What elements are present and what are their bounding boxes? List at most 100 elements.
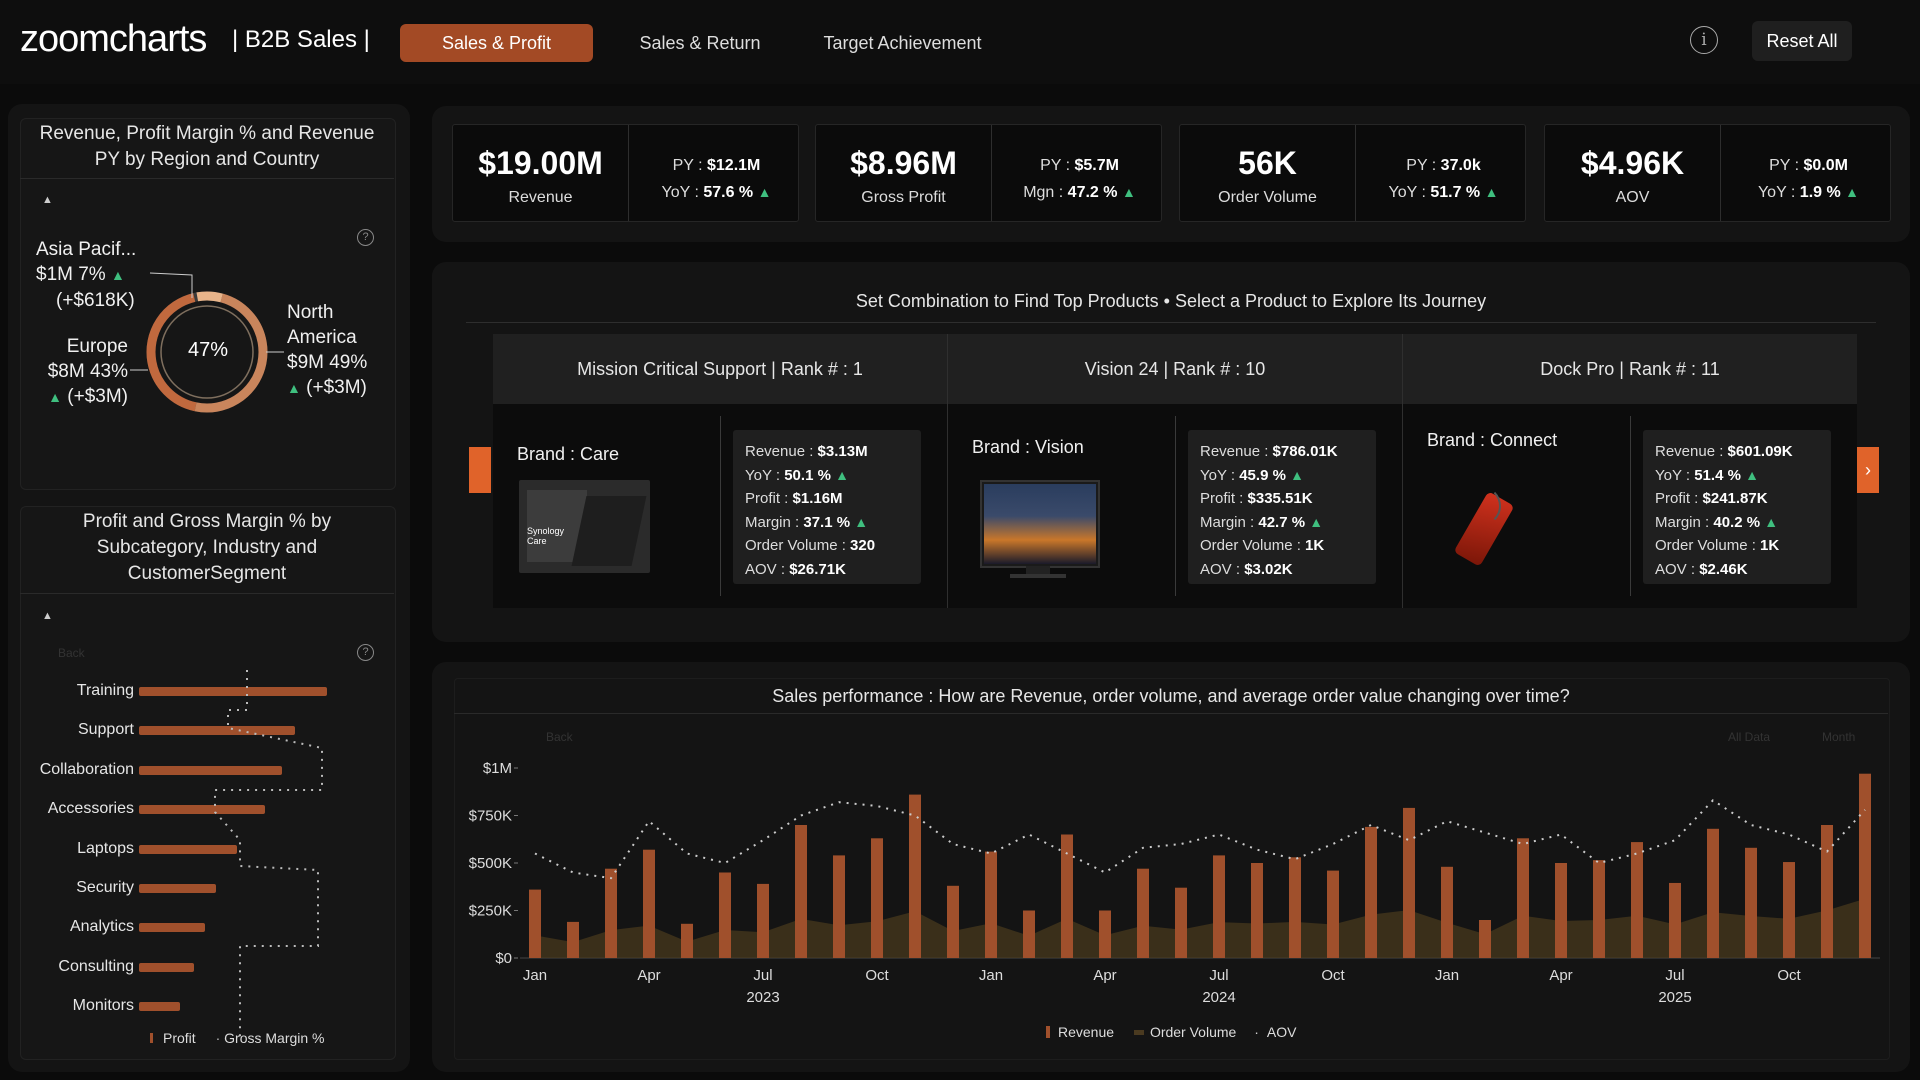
revenue-bar[interactable]	[1479, 920, 1491, 958]
revenue-bar[interactable]	[871, 838, 883, 958]
product-thumb-dock[interactable]	[1453, 480, 1515, 568]
stat-orders: Order Volume : 320	[745, 537, 876, 554]
profit-bar[interactable]	[139, 1002, 180, 1011]
month-button[interactable]: Month	[1822, 730, 1856, 744]
revenue-bar[interactable]	[1023, 910, 1035, 959]
revenue-bar[interactable]	[1213, 855, 1225, 958]
profit-bar[interactable]	[139, 805, 265, 814]
profit-bar[interactable]	[139, 923, 205, 932]
profit-bar[interactable]	[139, 963, 194, 972]
donut-slice-asia-pacific[interactable]	[142, 287, 272, 417]
subcategory-label[interactable]: Training	[76, 682, 134, 699]
profit-bar[interactable]	[139, 884, 216, 893]
stat-orders: Order Volume : 1K	[1655, 537, 1780, 554]
revenue-bar[interactable]	[605, 868, 617, 958]
profit-bar[interactable]	[139, 845, 237, 854]
revenue-bar[interactable]	[1289, 857, 1301, 958]
revenue-bar[interactable]	[719, 872, 731, 959]
revenue-bar[interactable]	[909, 794, 921, 958]
subcategory-label[interactable]: Collaboration	[39, 761, 134, 778]
stat-orders: Order Volume : 1K	[1200, 537, 1325, 554]
revenue-bar[interactable]	[1251, 863, 1263, 958]
revenue-bar[interactable]	[1365, 826, 1377, 958]
product-stats: Revenue : $3.13M YoY : 50.1 % ▲ Profit : $…	[733, 430, 921, 584]
profit-bar[interactable]	[139, 766, 282, 775]
dot-icon: ·	[215, 1030, 221, 1046]
product-thumb-monitor[interactable]	[980, 480, 1100, 568]
order-volume-area[interactable]	[535, 898, 1865, 958]
revenue-bar[interactable]	[1061, 834, 1073, 959]
subcategory-label[interactable]: Monitors	[72, 997, 134, 1014]
subcategory-label[interactable]: Support	[77, 721, 134, 738]
revenue-bar[interactable]	[1137, 868, 1149, 958]
help-icon[interactable]: ?	[357, 644, 374, 661]
help-icon[interactable]: ?	[357, 229, 374, 246]
europe-value: $8M 43%	[47, 361, 128, 382]
carousel-prev-button[interactable]	[469, 447, 491, 493]
revenue-bar[interactable]	[1517, 838, 1529, 958]
revenue-bar[interactable]	[643, 849, 655, 958]
up-triangle-icon: ▲	[1484, 184, 1499, 200]
back-button[interactable]: Back	[546, 730, 573, 744]
revenue-bar[interactable]	[681, 923, 693, 958]
product-card-header[interactable]: Dock Pro | Rank # : 11	[1403, 334, 1857, 404]
kpi-label: Gross Profit	[861, 189, 946, 206]
revenue-bar[interactable]	[1593, 860, 1605, 958]
subcategory-label[interactable]: Laptops	[77, 840, 134, 857]
all-data-button[interactable]: All Data	[1728, 730, 1771, 744]
subcategory-label[interactable]: Accessories	[47, 800, 134, 817]
revenue-bar[interactable]	[1175, 887, 1187, 958]
revenue-bar[interactable]	[1555, 863, 1567, 958]
stat-yoy: YoY : 45.9 % ▲	[1200, 466, 1304, 484]
drill-up-icon[interactable]: ▲	[42, 610, 53, 622]
asia-name: Asia Pacif...	[36, 239, 137, 260]
revenue-bar[interactable]	[1707, 828, 1719, 958]
year-label: 2025	[1658, 989, 1691, 1006]
product-card-header[interactable]: Vision 24 | Rank # : 10	[948, 334, 1402, 404]
subcategory-label[interactable]: Security	[76, 879, 134, 896]
stat-revenue: Revenue : $3.13M	[745, 443, 868, 460]
tab-target-achievement[interactable]: Target Achievement	[823, 33, 982, 53]
revenue-bar[interactable]	[1327, 870, 1339, 958]
donut-slice-europe[interactable]	[142, 287, 272, 417]
revenue-bar[interactable]	[1441, 866, 1453, 958]
profit-bar[interactable]	[139, 726, 295, 735]
revenue-bar[interactable]	[567, 921, 579, 958]
revenue-bar[interactable]	[833, 855, 845, 958]
subcategory-label[interactable]: Consulting	[58, 958, 134, 975]
subcategory-label[interactable]: Analytics	[69, 918, 134, 935]
revenue-bar[interactable]	[947, 885, 959, 958]
tab-sales-profit[interactable]: Sales & Profit	[400, 24, 593, 62]
up-triangle-icon: ▲	[287, 380, 301, 396]
revenue-bar[interactable]	[1631, 842, 1643, 958]
revenue-bar[interactable]	[795, 825, 807, 958]
revenue-bar[interactable]	[1783, 862, 1795, 958]
drill-up-icon[interactable]: ▲	[42, 194, 53, 206]
revenue-bar[interactable]	[1669, 882, 1681, 958]
x-tick-label: Apr	[1549, 967, 1572, 984]
tab-sales-return[interactable]: Sales & Return	[639, 33, 761, 53]
revenue-bar[interactable]	[985, 851, 997, 958]
revenue-bar[interactable]	[529, 889, 541, 958]
carousel-next-button[interactable]: ›	[1857, 447, 1879, 493]
product-card-header[interactable]: Mission Critical Support | Rank # : 1	[493, 334, 947, 404]
stat-aov: AOV : $26.71K	[745, 560, 846, 578]
info-icon[interactable]: i	[1690, 26, 1718, 54]
aov-line[interactable]	[534, 799, 1866, 880]
stat-profit: Profit : $1.16M	[745, 490, 843, 507]
profit-bar[interactable]	[139, 687, 327, 696]
stat-yoy: YoY : 50.1 % ▲	[745, 466, 849, 484]
revenue-bar[interactable]	[1099, 910, 1111, 959]
revenue-bar[interactable]	[1745, 847, 1757, 958]
back-button[interactable]: Back	[58, 646, 85, 660]
revenue-bar[interactable]	[1403, 807, 1415, 958]
donut-slice-north-america[interactable]	[142, 287, 272, 417]
product-thumb-care[interactable]: Synology Care	[519, 480, 650, 573]
kpi-value: 56K	[1238, 145, 1297, 181]
sales-title: Sales performance : How are Revenue, ord…	[772, 686, 1570, 706]
reset-all-button[interactable]: Reset All	[1752, 21, 1852, 61]
legend-revenue: Revenue	[1058, 1024, 1115, 1040]
revenue-bar[interactable]	[757, 883, 769, 958]
revenue-bar[interactable]	[1821, 825, 1833, 958]
revenue-bar[interactable]	[1859, 773, 1871, 958]
